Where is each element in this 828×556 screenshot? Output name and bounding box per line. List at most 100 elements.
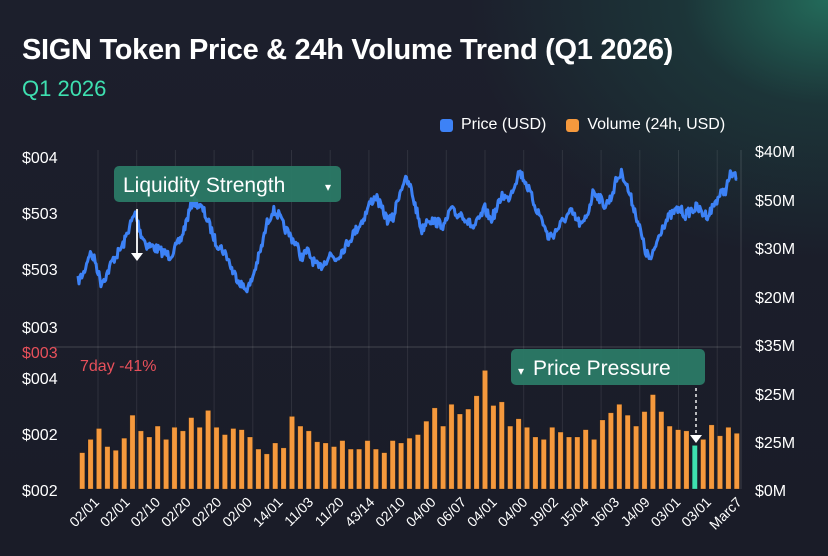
volume-bar: [532, 436, 539, 490]
volume-bar: [238, 429, 245, 490]
x-tick-label: 11/20: [312, 494, 348, 530]
volume-bar: [649, 394, 656, 490]
left-axis-tick: $503: [22, 262, 58, 279]
right-axis-tick: $40M: [755, 144, 795, 161]
volume-bar: [314, 441, 321, 490]
volume-bar: [196, 426, 203, 490]
chart-title: SIGN Token Price & 24h Volume Trend (Q1 …: [22, 34, 674, 66]
x-tick-label: 03/01: [647, 494, 683, 530]
volume-bar: [213, 426, 220, 490]
right-axis: $40M $50M $30M $20M $35M $25M $25M $0M: [755, 144, 795, 500]
volume-bar: [305, 430, 312, 490]
x-tick-label: J5/04: [556, 494, 592, 530]
left-axis-tick: $503: [22, 206, 58, 223]
volume-bar: [725, 426, 732, 490]
volume-bar: [364, 440, 371, 490]
volume-bar: [607, 412, 614, 490]
volume-bar: [456, 413, 463, 490]
volume-bar: [146, 436, 153, 490]
volume-bar: [398, 442, 404, 490]
left-axis: $004 $503 $503 $003 $003 $004 $002 $002 7day -41…: [22, 150, 157, 500]
volume-bar: [498, 401, 505, 490]
left-axis-tick: $002: [22, 427, 58, 444]
volume-bar: [717, 435, 723, 490]
volume-bar: [624, 414, 631, 490]
volume-bar: [733, 432, 740, 490]
volume-bar: [473, 395, 480, 490]
volume-bar: [633, 425, 639, 490]
change-label: 7day -41%: [80, 358, 157, 375]
volume-swatch-icon: [566, 118, 580, 132]
caret-down-icon: ▾: [518, 364, 524, 378]
volume-bar-highlight: [691, 445, 698, 490]
right-axis-tick: $0M: [755, 483, 786, 500]
x-tick-label: 02/10: [372, 494, 408, 530]
volume-bar: [389, 440, 396, 490]
volume-bar: [465, 408, 472, 490]
right-axis-tick: $20M: [755, 290, 795, 307]
price-swatch-icon: [440, 118, 453, 132]
x-tick-label: 04/01: [464, 494, 500, 530]
legend-item-volume[interactable]: Volume (24h, USD): [566, 116, 725, 134]
left-axis-tick: $003: [22, 320, 58, 337]
x-axis: 02/0102/0102/1002/2002/2002/0014/0111/03…: [66, 494, 745, 533]
volume-bar: [138, 430, 144, 490]
x-tick-label: 04/00: [403, 494, 439, 530]
x-tick-label: Marc7: [706, 494, 745, 533]
left-axis-tick: $004: [22, 150, 58, 167]
volume-bar: [112, 449, 119, 490]
right-axis-tick: $30M: [755, 241, 795, 258]
volume-bar: [582, 429, 589, 490]
volume-bar: [658, 411, 665, 490]
volume-bar: [440, 425, 446, 490]
x-tick-label: 02/01: [66, 494, 102, 530]
annotation-label-liquidity: Liquidity Strength: [123, 174, 285, 197]
left-axis-tick: $002: [22, 483, 58, 500]
volume-bar: [666, 425, 673, 490]
volume-bar: [289, 416, 295, 490]
volume-bar: [96, 428, 102, 490]
volume-bar: [482, 370, 488, 490]
volume-bar: [574, 436, 581, 490]
x-tick-label: 02/01: [97, 494, 133, 530]
annotations: Liquidity Strength ▾ ▾ Price Pressure: [114, 166, 705, 443]
volume-bar: [205, 410, 211, 490]
volume-bar: [104, 446, 111, 490]
volume-bar: [121, 437, 128, 490]
volume-bar: [171, 426, 178, 490]
volume-bar: [255, 448, 262, 490]
volume-bar: [423, 420, 430, 490]
volume-bar: [188, 417, 195, 490]
x-tick-label: 04/00: [494, 494, 530, 530]
arrow-down-icon: [131, 253, 143, 261]
right-axis-tick: $35M: [755, 338, 795, 355]
volume-bar: [599, 419, 606, 490]
volume-bar: [180, 430, 186, 490]
volume-bar: [675, 429, 681, 490]
legend-label-price: Price (USD): [461, 116, 547, 133]
annotation-box-liquidity: [114, 166, 341, 202]
volume-bar: [163, 439, 169, 490]
volume-bar: [154, 425, 161, 490]
left-axis-divider-tick: $003: [22, 345, 58, 362]
volume-bar: [683, 430, 690, 490]
legend-item-price[interactable]: Price (USD): [440, 116, 546, 134]
volume-bar: [347, 448, 354, 490]
volume-bar: [322, 442, 329, 490]
volume-bar: [372, 448, 379, 490]
volume-bar: [708, 424, 715, 490]
volume-bar: [414, 434, 421, 490]
volume-bar: [524, 426, 530, 490]
volume-bar: [339, 440, 346, 490]
x-tick-label: 02/20: [188, 494, 224, 530]
right-axis-tick: $25M: [755, 435, 795, 452]
annotation-box-pressure: [511, 349, 705, 385]
volume-bar: [263, 453, 270, 490]
volume-bar: [87, 439, 94, 490]
volume-bar: [431, 407, 438, 490]
price-line-group: [76, 167, 738, 294]
volume-bar: [280, 447, 287, 490]
volume-bar: [79, 452, 86, 490]
